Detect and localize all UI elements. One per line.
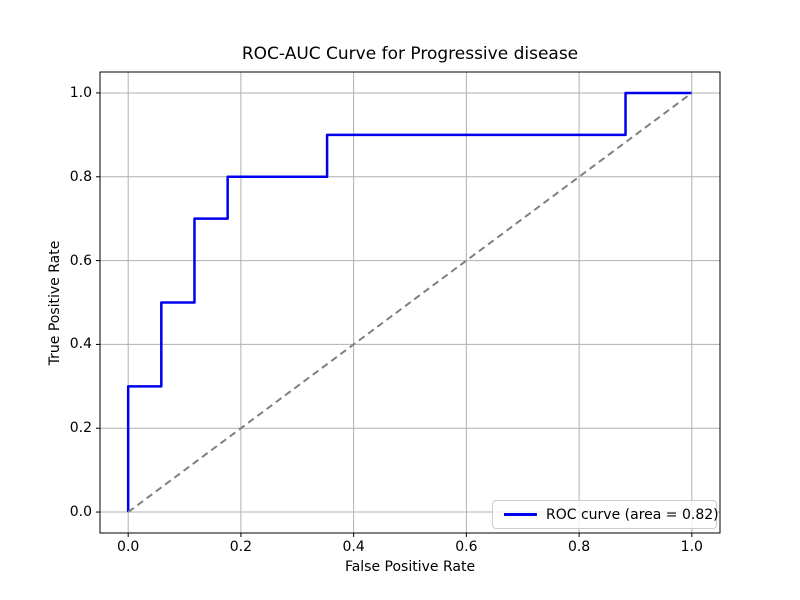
y-tick-label: 0.6 [69,252,92,269]
legend-line-swatch [504,513,537,516]
x-tick-label: 1.0 [680,539,703,555]
y-axis-label: True Positive Rate [47,240,63,366]
y-tick-label: 0.2 [69,420,92,437]
plot-border [99,71,721,534]
axis-ticks [96,92,693,537]
y-tick-label: 0.4 [69,336,92,353]
x-axis-label: False Positive Rate [344,559,476,575]
y-tick-label: 0.0 [69,504,92,521]
y-tick-label: 1.0 [69,84,92,101]
x-tick-label: 0.2 [229,539,253,555]
y-tick-label: 0.8 [69,168,92,185]
x-tick-label: 0.4 [342,539,365,555]
chart-title: ROC-AUC Curve for Progressive disease [241,44,579,64]
series-chance-diagonal [127,92,693,513]
x-tick-label: 0.0 [117,539,140,555]
x-tick-label: 0.8 [567,539,591,555]
data-series [126,91,693,513]
grid-lines [100,72,720,533]
legend-label: ROC curve (area = 0.82) [546,506,719,523]
legend: ROC curve (area = 0.82) [492,500,719,529]
x-tick-label: 0.6 [455,539,478,555]
series-roc-curve [126,91,692,513]
